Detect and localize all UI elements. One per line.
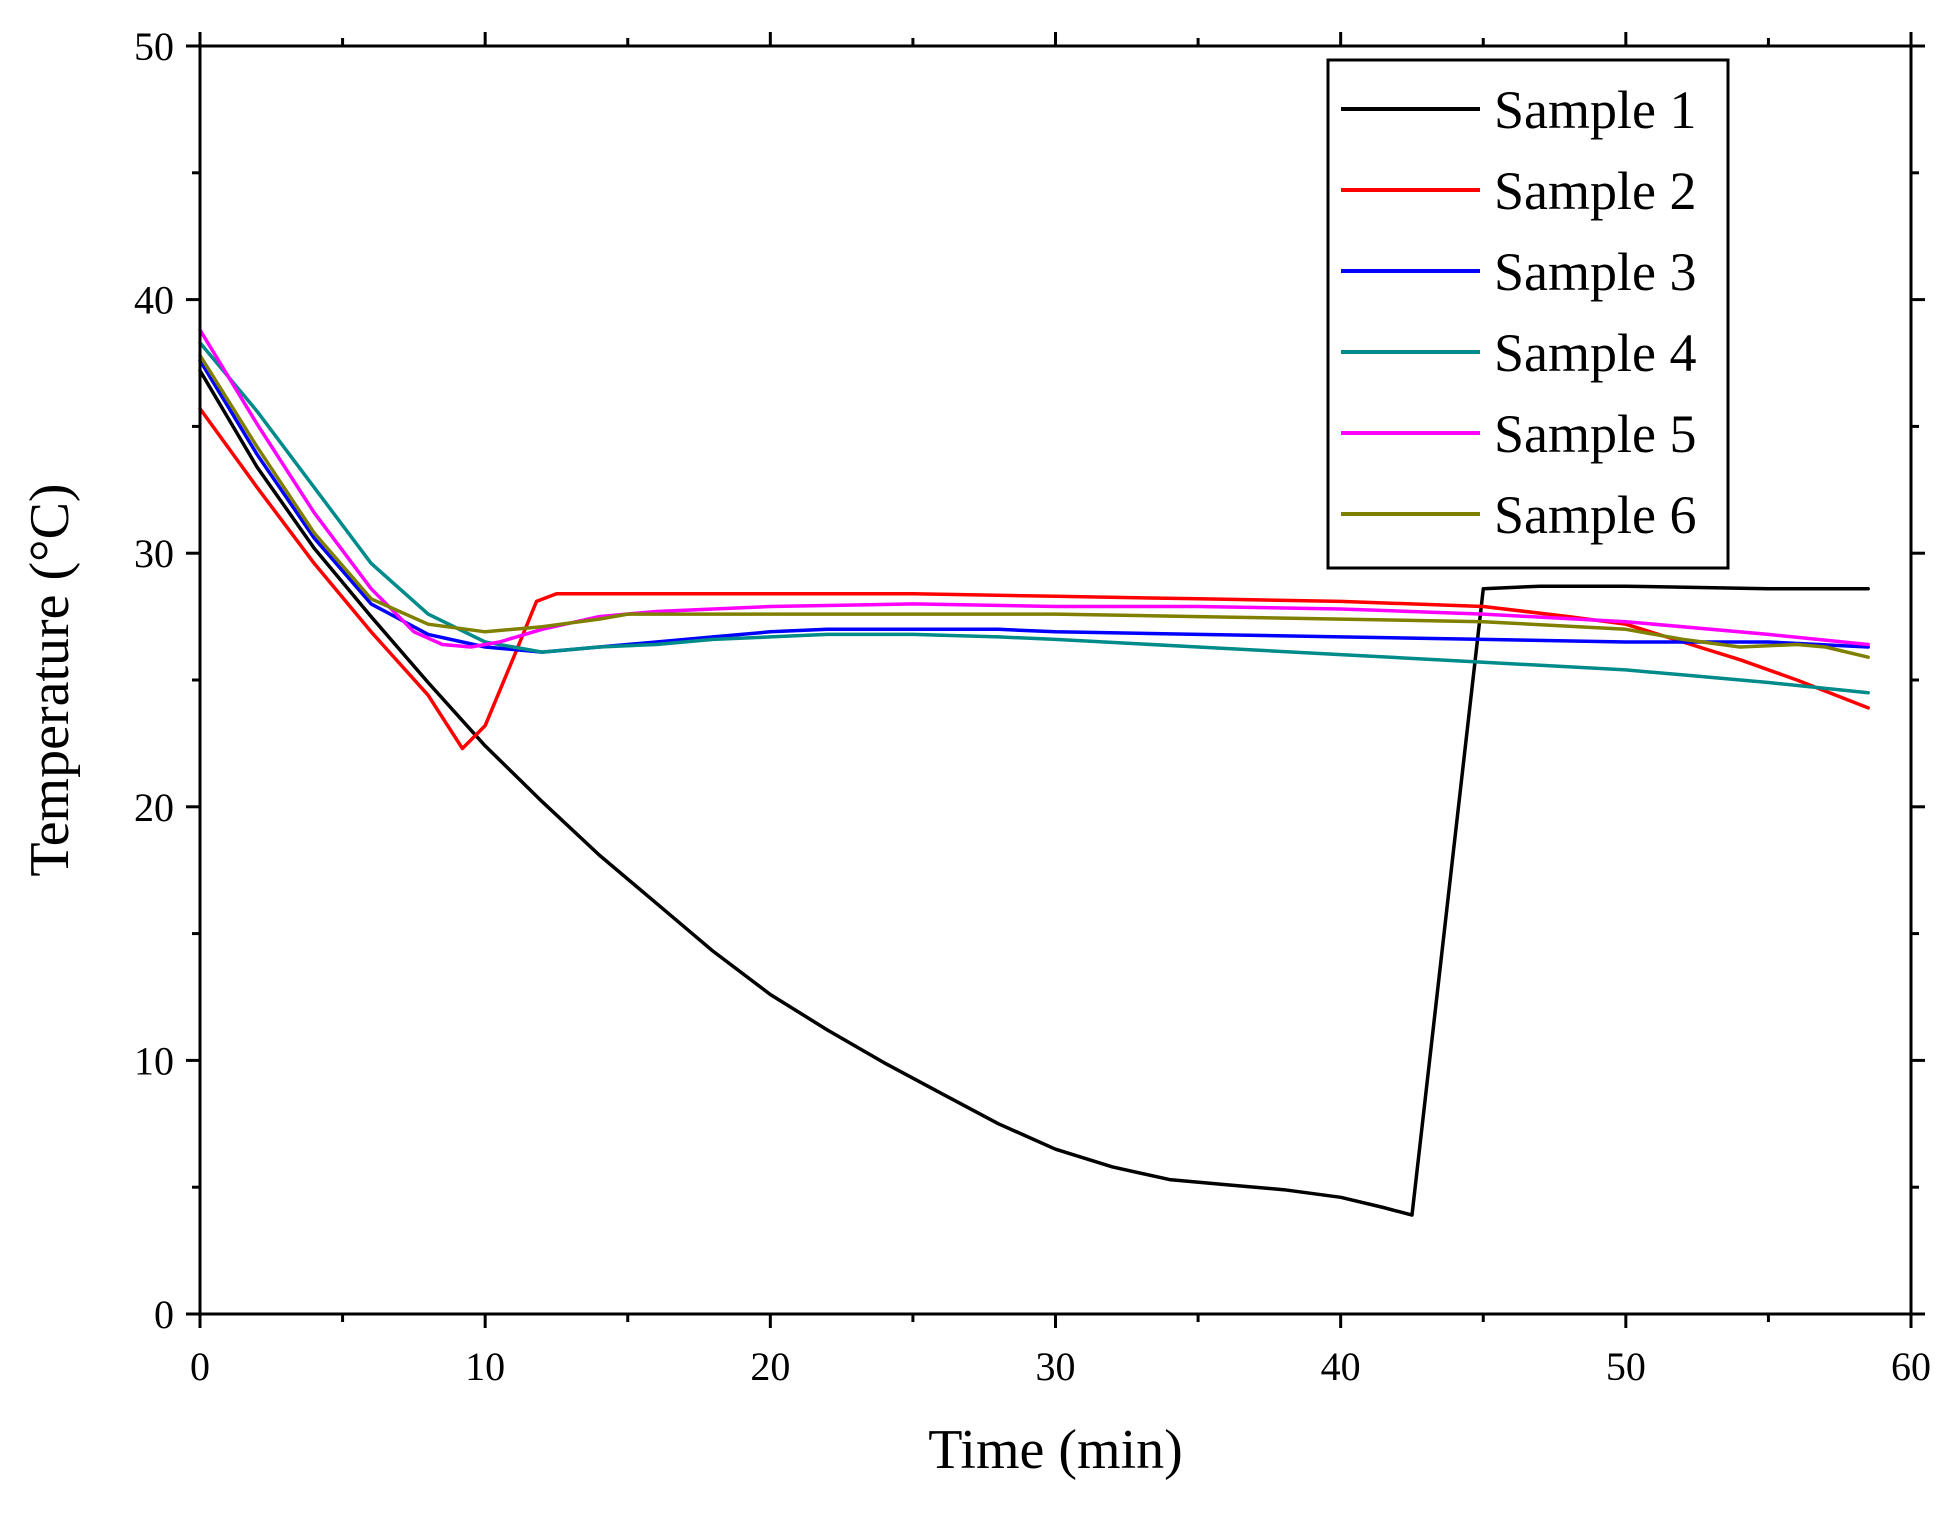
y-tick-label: 50 bbox=[134, 24, 174, 69]
legend-label-4: Sample 4 bbox=[1494, 323, 1696, 383]
axis-ticks bbox=[186, 32, 1925, 1328]
series-line-4 bbox=[198, 340, 1870, 695]
y-tick-label: 0 bbox=[154, 1292, 174, 1337]
x-tick-label: 0 bbox=[190, 1344, 210, 1389]
series-line-6 bbox=[198, 353, 1870, 659]
axis-tick-labels: 0 10 20 30 40 50 60 0 10 20 30 40 50 bbox=[134, 24, 1931, 1389]
y-tick-label: 40 bbox=[134, 278, 174, 323]
series-line-1 bbox=[198, 368, 1870, 1217]
x-tick-label: 50 bbox=[1606, 1344, 1646, 1389]
x-tick-label: 30 bbox=[1036, 1344, 1076, 1389]
x-tick-label: 40 bbox=[1321, 1344, 1361, 1389]
y-tick-label: 30 bbox=[134, 531, 174, 576]
y-tick-label: 20 bbox=[134, 785, 174, 830]
legend-label-6: Sample 6 bbox=[1494, 485, 1696, 545]
x-tick-label: 60 bbox=[1891, 1344, 1931, 1389]
series-line-2 bbox=[198, 406, 1870, 751]
series-line-5 bbox=[198, 328, 1870, 649]
y-tick-label: 10 bbox=[134, 1038, 174, 1083]
series-line-3 bbox=[198, 358, 1870, 654]
legend-label-2: Sample 2 bbox=[1494, 161, 1696, 221]
legend-label-1: Sample 1 bbox=[1494, 80, 1696, 140]
legend: Sample 1 Sample 2 Sample 3 Sample 4 Sample 5… bbox=[1326, 58, 1730, 570]
plot-lines bbox=[198, 328, 1870, 1217]
legend-label-5: Sample 5 bbox=[1494, 404, 1696, 464]
x-tick-label: 20 bbox=[750, 1344, 790, 1389]
legend-label-3: Sample 3 bbox=[1494, 242, 1696, 302]
legend-box bbox=[1326, 58, 1730, 570]
x-tick-label: 10 bbox=[465, 1344, 505, 1389]
x-axis-title: Time (min) bbox=[928, 1419, 1183, 1481]
y-axis-title: Temperature (°C) bbox=[19, 483, 81, 876]
